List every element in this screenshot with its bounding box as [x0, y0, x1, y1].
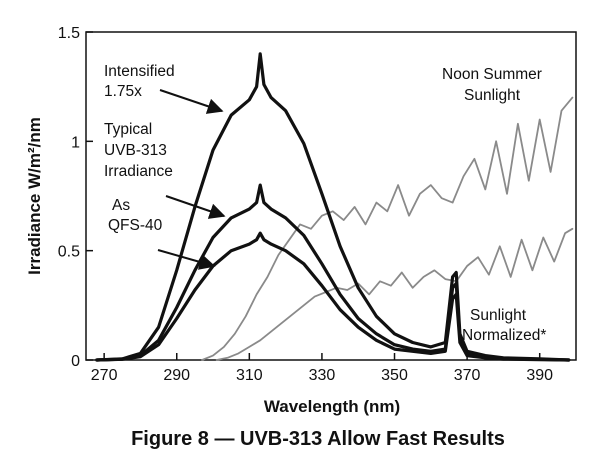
svg-text:Sunlight: Sunlight: [464, 87, 521, 104]
annotation-as-qfs-arrow: [157, 249, 216, 270]
annotation-typical: Typical UVB-313 Irradiance: [104, 121, 173, 180]
annotation-sunlight-norm-line-2: Normalized*: [462, 327, 546, 344]
annotation-noon-line-1: Noon Summer: [442, 66, 542, 83]
annotation-typical-line-1: Typical: [104, 121, 152, 138]
sunlight-curve-3: [201, 96, 574, 361]
svg-text:Intensified: Intensified: [104, 63, 175, 80]
svg-text:Noon Summer: Noon Summer: [442, 66, 542, 83]
svg-text:Irradiance: Irradiance: [104, 163, 173, 180]
svg-text:As: As: [112, 197, 130, 214]
annotation-intensified: Intensified 1.75x: [104, 63, 224, 114]
x-axis-title: Wavelength (nm): [264, 397, 400, 416]
y-tick-label: 1: [71, 134, 80, 151]
annotation-intensified-line-2: 1.75x: [104, 83, 142, 100]
sunlight-curve-4: [215, 227, 574, 361]
svg-text:Typical: Typical: [104, 121, 152, 138]
y-tick-label: 0: [71, 353, 80, 370]
annotation-typical-line-3: Irradiance: [104, 163, 173, 180]
annotation-intensified-line-1: Intensified: [104, 63, 175, 80]
y-axis-title: Irradiance W/m²/nm: [25, 117, 44, 275]
annotation-noon: Noon Summer Sunlight: [442, 66, 542, 104]
annotation-as-qfs-line-2: QFS-40: [108, 217, 163, 234]
uvb-curve-2: [95, 231, 571, 362]
annotation-sunlight-norm-line-1: Sunlight: [470, 307, 527, 324]
annotation-intensified-arrow: [159, 89, 224, 114]
y-tick-label: 1.5: [58, 25, 80, 42]
svg-text:QFS-40: QFS-40: [108, 217, 163, 234]
svg-text:Sunlight: Sunlight: [470, 307, 527, 324]
x-tick-label: 310: [236, 367, 263, 384]
annotation-typical-line-2: UVB-313: [104, 142, 167, 159]
y-axis-ticks: 0 0.5 1 1.5: [58, 25, 93, 370]
svg-text:UVB-313: UVB-313: [104, 142, 167, 159]
x-tick-label: 370: [454, 367, 481, 384]
plot-frame: [85, 31, 577, 361]
x-tick-label: 330: [309, 367, 336, 384]
figure-caption: Figure 8 — UVB-313 Allow Fast Results: [131, 428, 505, 450]
annotation-as-qfs: As QFS-40: [108, 195, 226, 270]
y-tick-label: 0.5: [58, 244, 80, 261]
x-axis-ticks: 270 290 310 330 350 370 390: [91, 353, 553, 384]
annotation-typical-arrow: [165, 195, 226, 219]
x-tick-label: 290: [163, 367, 190, 384]
x-tick-label: 270: [91, 367, 118, 384]
svg-text:Normalized*: Normalized*: [462, 327, 546, 344]
svg-text:1.75x: 1.75x: [104, 83, 142, 100]
x-tick-label: 350: [381, 367, 408, 384]
annotation-noon-line-2: Sunlight: [464, 87, 521, 104]
annotation-sunlight-norm: Sunlight Normalized*: [462, 307, 546, 344]
annotation-as-qfs-line-1: As: [112, 197, 130, 214]
x-tick-label: 390: [526, 367, 553, 384]
